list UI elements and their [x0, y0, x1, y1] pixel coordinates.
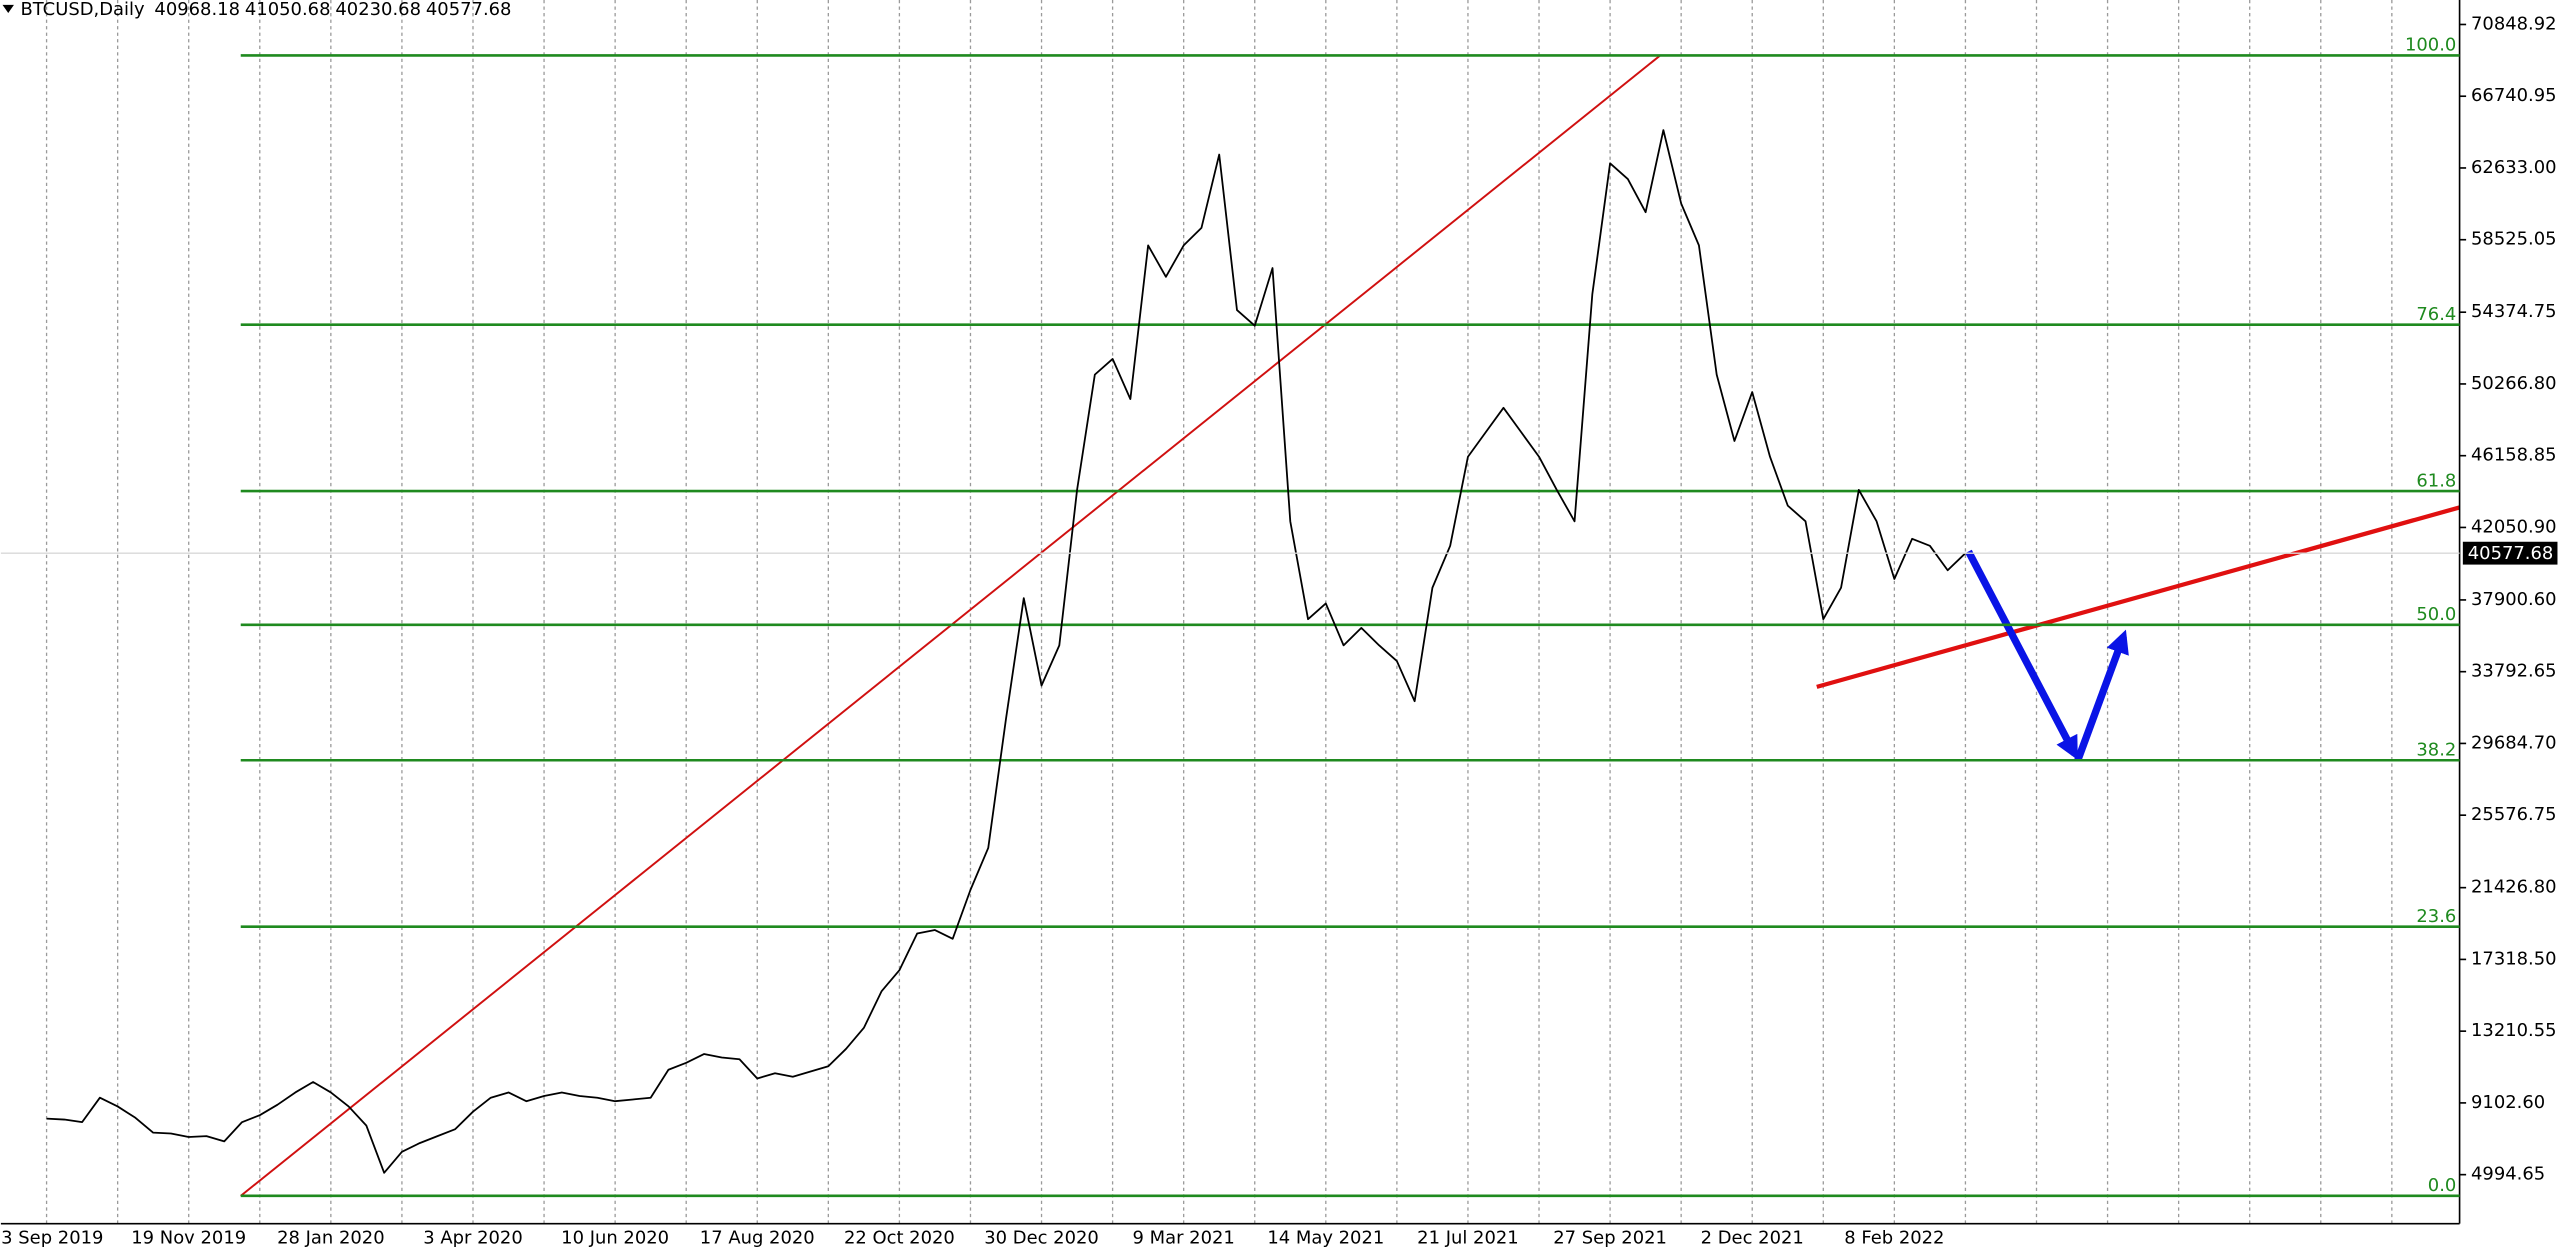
y-tick-label: 4994.65 [2471, 1164, 2545, 1185]
x-tick-label: 19 Nov 2019 [131, 1227, 246, 1248]
fib-level-label: 50.0 [2416, 604, 2456, 625]
support-line [1816, 505, 2461, 689]
fib-level-label: 100.0 [2405, 35, 2456, 56]
fib-level-label: 76.4 [2416, 304, 2456, 325]
high: 41050.68 [245, 0, 331, 20]
y-tick-label: 46158.85 [2471, 445, 2557, 466]
chart-header: BTCUSD,Daily 40968.18 41050.68 40230.68 4057… [20, 0, 511, 20]
fib-level-label: 61.8 [2416, 470, 2456, 491]
x-grid [45, 0, 2393, 1224]
fib-level-label: 0.0 [2428, 1175, 2457, 1196]
current-price-box [2462, 541, 2558, 565]
y-tick-label: 33792.65 [2471, 661, 2557, 682]
y-tick-label: 13210.55 [2471, 1020, 2557, 1041]
symbol: BTCUSD,Daily [20, 0, 145, 20]
x-tick-label: 10 Jun 2020 [561, 1227, 669, 1248]
low: 40230.68 [335, 0, 421, 20]
x-tick-label: 13 Sep 2019 [0, 1227, 103, 1248]
y-tick-label: 9102.60 [2471, 1092, 2545, 1113]
y-tick-label: 29684.70 [2471, 732, 2557, 753]
x-tick-label: 3 Apr 2020 [423, 1227, 523, 1248]
x-tick-label: 27 Sep 2021 [1553, 1227, 1667, 1248]
y-tick-label: 66740.95 [2471, 85, 2557, 106]
fib-level-label: 23.6 [2416, 906, 2456, 927]
menu-triangle[interactable] [2, 4, 14, 14]
x-tick-label: 22 Oct 2020 [844, 1227, 955, 1248]
x-tick-label: 21 Jul 2021 [1417, 1227, 1519, 1248]
x-tick-label: 30 Dec 2020 [984, 1227, 1099, 1248]
forecast-arrow-down [1965, 549, 2078, 761]
y-tick-label: 62633.00 [2471, 157, 2557, 178]
y-tick-label: 25576.75 [2471, 804, 2557, 825]
y-tick-label: 17318.50 [2471, 948, 2557, 969]
y-tick-label: 37900.60 [2471, 589, 2557, 610]
current-price-label: 40577.68 [2468, 543, 2554, 564]
y-tick-label: 50266.80 [2471, 373, 2557, 394]
x-tick-label: 8 Feb 2022 [1844, 1227, 1944, 1248]
y-tick-label: 58525.05 [2471, 229, 2557, 250]
x-tick-label: 9 Mar 2021 [1133, 1227, 1235, 1248]
close: 40577.68 [426, 0, 512, 20]
x-tick-label: 17 Aug 2020 [700, 1227, 815, 1248]
y-tick-label: 21426.80 [2471, 877, 2557, 898]
price-line [46, 129, 1967, 1174]
y-tick-label: 70848.92 [2471, 13, 2557, 34]
x-tick-label: 28 Jan 2020 [277, 1227, 385, 1248]
open: 40968.18 [154, 0, 240, 20]
y-tick-label: 54374.75 [2471, 301, 2557, 322]
fib-level-label: 38.2 [2416, 739, 2456, 760]
y-tick-label: 42050.90 [2471, 516, 2557, 537]
x-tick-label: 14 May 2021 [1267, 1227, 1384, 1248]
x-tick-label: 2 Dec 2021 [1701, 1227, 1804, 1248]
forecast-arrow-up [2074, 629, 2129, 762]
